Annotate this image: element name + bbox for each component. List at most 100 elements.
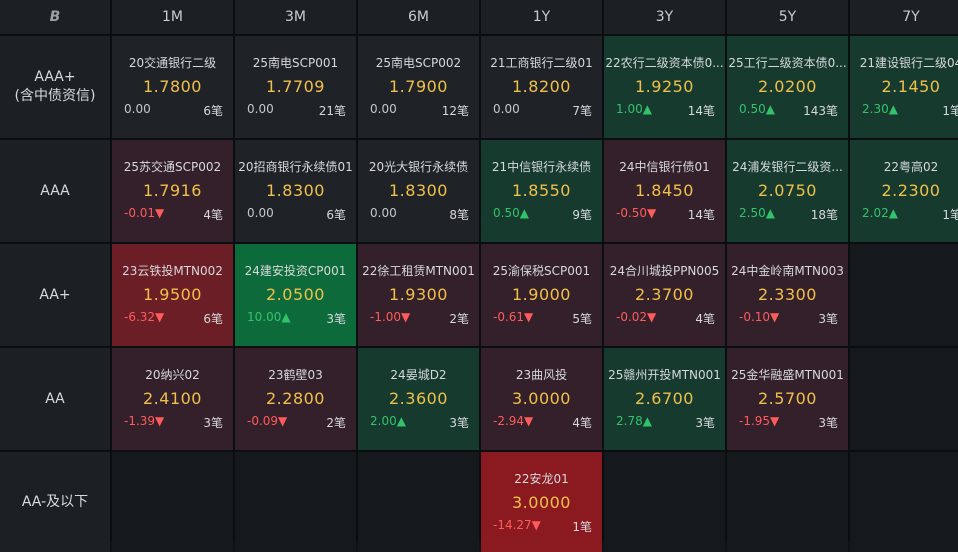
rating-row-header[interactable]: AAA (0, 140, 110, 242)
bond-stats: -1.00▼ 2笔 (370, 310, 469, 327)
bond-name: 22徐工租赁MTN001 (362, 264, 475, 278)
bond-cell[interactable]: 24建安投资CP001 2.0500 10.00▲ 3笔 (235, 244, 356, 346)
rate-change: 0.00 (247, 102, 274, 116)
trade-count: 3笔 (695, 416, 715, 430)
bond-cell[interactable]: 22安龙01 3.0000 -14.27▼ 1笔 (481, 452, 602, 552)
column-header-6m[interactable]: 6M (358, 0, 479, 34)
column-header-5y[interactable]: 5Y (727, 0, 848, 34)
bond-cell[interactable]: 22农行二级资本债0... 1.9250 1.00▲ 14笔 (604, 36, 725, 138)
bond-stats: -1.39▼ 3笔 (124, 414, 223, 431)
bond-cell[interactable]: 20交通银行二级 1.7800 0.00 6笔 (112, 36, 233, 138)
rating-row-header[interactable]: AAA+ (含中债资信) (0, 36, 110, 138)
bond-cell[interactable]: 20光大银行永续债 1.8300 0.00 8笔 (358, 140, 479, 242)
bond-rate: 2.4100 (143, 389, 202, 408)
bond-name: 22粤高02 (883, 160, 939, 174)
trade-count: 4笔 (572, 416, 592, 430)
trade-count: 6笔 (326, 208, 346, 222)
bond-name: 25赣州开投MTN001 (608, 368, 721, 382)
bond-rate: 2.5700 (758, 389, 817, 408)
bond-cell[interactable]: 22徐工租赁MTN001 1.9300 -1.00▼ 2笔 (358, 244, 479, 346)
rate-change: -0.01▼ (124, 206, 165, 220)
bond-name: 25苏交通SCP002 (123, 160, 222, 174)
bond-cell[interactable]: 21建设银行二级04 2.1450 2.30▲ 1笔 (850, 36, 958, 138)
rate-change: 2.78▲ (616, 414, 652, 428)
bond-cell[interactable]: 20招商银行永续债01 1.8300 0.00 6笔 (235, 140, 356, 242)
bond-cell[interactable]: 25苏交通SCP002 1.7916 -0.01▼ 4笔 (112, 140, 233, 242)
rate-change: 0.00 (493, 102, 520, 116)
bond-rate: 2.0500 (266, 285, 325, 304)
bond-cell[interactable]: 24晏城D2 2.3600 2.00▲ 3笔 (358, 348, 479, 450)
bond-rate: 2.3700 (635, 285, 694, 304)
column-header-7y[interactable]: 7Y (850, 0, 958, 34)
bond-rate: 1.9250 (635, 77, 694, 96)
trade-count: 14笔 (687, 104, 715, 118)
bond-cell[interactable]: 24中信银行债01 1.8450 -0.50▼ 14笔 (604, 140, 725, 242)
rating-label: AAA (40, 182, 70, 199)
bond-cell[interactable]: 23云铁投MTN002 1.9500 -6.32▼ 6笔 (112, 244, 233, 346)
trade-count: 3笔 (203, 416, 223, 430)
bond-cell[interactable]: 25南电SCP002 1.7900 0.00 12笔 (358, 36, 479, 138)
bond-cell[interactable]: 24中金岭南MTN003 2.3300 -0.10▼ 3笔 (727, 244, 848, 346)
rating-label: AA+ (39, 286, 71, 303)
bond-stats: 0.50▲ 143笔 (739, 102, 838, 119)
trade-count: 1笔 (942, 104, 958, 118)
bond-stats: 0.00 6笔 (124, 102, 223, 119)
rating-label: (含中债资信) (14, 88, 96, 104)
bond-stats: -0.10▼ 3笔 (739, 310, 838, 327)
rate-change: 2.00▲ (370, 414, 406, 428)
bond-rate: 1.7709 (266, 77, 325, 96)
bond-name: 24建安投资CP001 (244, 264, 347, 278)
corner-logo-cell[interactable]: B (0, 0, 110, 34)
trade-count: 9笔 (572, 208, 592, 222)
bond-cell[interactable]: 22粤高02 2.2300 2.02▲ 1笔 (850, 140, 958, 242)
bond-name: 25渝保税SCP001 (492, 264, 591, 278)
column-header-1m[interactable]: 1M (112, 0, 233, 34)
rate-change: 0.00 (247, 206, 274, 220)
bond-cell[interactable]: 24合川城投PPN005 2.3700 -0.02▼ 4笔 (604, 244, 725, 346)
bond-stats: 0.00 8笔 (370, 206, 469, 223)
bond-name: 24合川城投PPN005 (609, 264, 720, 278)
trade-count: 3笔 (818, 416, 838, 430)
bond-name: 22农行二级资本债0... (605, 56, 724, 70)
bond-cell[interactable]: 25渝保税SCP001 1.9000 -0.61▼ 5笔 (481, 244, 602, 346)
bond-stats: -2.94▼ 4笔 (493, 414, 592, 431)
rate-change: 1.00▲ (616, 102, 652, 116)
bond-stats: 0.00 21笔 (247, 102, 346, 119)
trade-count: 2笔 (326, 416, 346, 430)
bond-cell[interactable]: 23鹤壁03 2.2800 -0.09▼ 2笔 (235, 348, 356, 450)
trade-count: 5笔 (572, 312, 592, 326)
bond-cell[interactable]: 25金华融盛MTN001 2.5700 -1.95▼ 3笔 (727, 348, 848, 450)
bond-name: 25金华融盛MTN001 (731, 368, 844, 382)
bond-stats: 0.00 12笔 (370, 102, 469, 119)
rating-row-header[interactable]: AA+ (0, 244, 110, 346)
bond-cell[interactable]: 25赣州开投MTN001 2.6700 2.78▲ 3笔 (604, 348, 725, 450)
bond-stats: 10.00▲ 3笔 (247, 310, 346, 327)
bond-rate: 3.0000 (512, 389, 571, 408)
bond-cell[interactable]: 21工商银行二级01 1.8200 0.00 7笔 (481, 36, 602, 138)
rate-change: 2.30▲ (862, 102, 898, 116)
rating-row-header[interactable]: AA (0, 348, 110, 450)
bond-cell[interactable]: 24浦发银行二级资... 2.0750 2.50▲ 18笔 (727, 140, 848, 242)
rate-change: -14.27▼ (493, 518, 541, 532)
rating-row-header[interactable]: AA-及以下 (0, 452, 110, 552)
trade-count: 14笔 (687, 208, 715, 222)
trade-count: 21笔 (318, 104, 346, 118)
rate-change: -1.39▼ (124, 414, 165, 428)
column-header-1y[interactable]: 1Y (481, 0, 602, 34)
bond-rate: 1.7900 (389, 77, 448, 96)
bond-stats: -6.32▼ 6笔 (124, 310, 223, 327)
column-header-3y[interactable]: 3Y (604, 0, 725, 34)
bond-cell[interactable]: 25南电SCP001 1.7709 0.00 21笔 (235, 36, 356, 138)
trade-count: 7笔 (572, 104, 592, 118)
trade-count: 12笔 (441, 104, 469, 118)
column-header-3m[interactable]: 3M (235, 0, 356, 34)
brand-logo-icon: B (49, 9, 61, 25)
empty-cell (235, 452, 356, 552)
bond-cell[interactable]: 25工行二级资本债0... 2.0200 0.50▲ 143笔 (727, 36, 848, 138)
rating-label: AA-及以下 (21, 493, 89, 510)
bond-cell[interactable]: 20纳兴02 2.4100 -1.39▼ 3笔 (112, 348, 233, 450)
bond-cell[interactable]: 23曲风投 3.0000 -2.94▼ 4笔 (481, 348, 602, 450)
rate-change: 2.50▲ (739, 206, 775, 220)
bond-cell[interactable]: 21中信银行永续债 1.8550 0.50▲ 9笔 (481, 140, 602, 242)
